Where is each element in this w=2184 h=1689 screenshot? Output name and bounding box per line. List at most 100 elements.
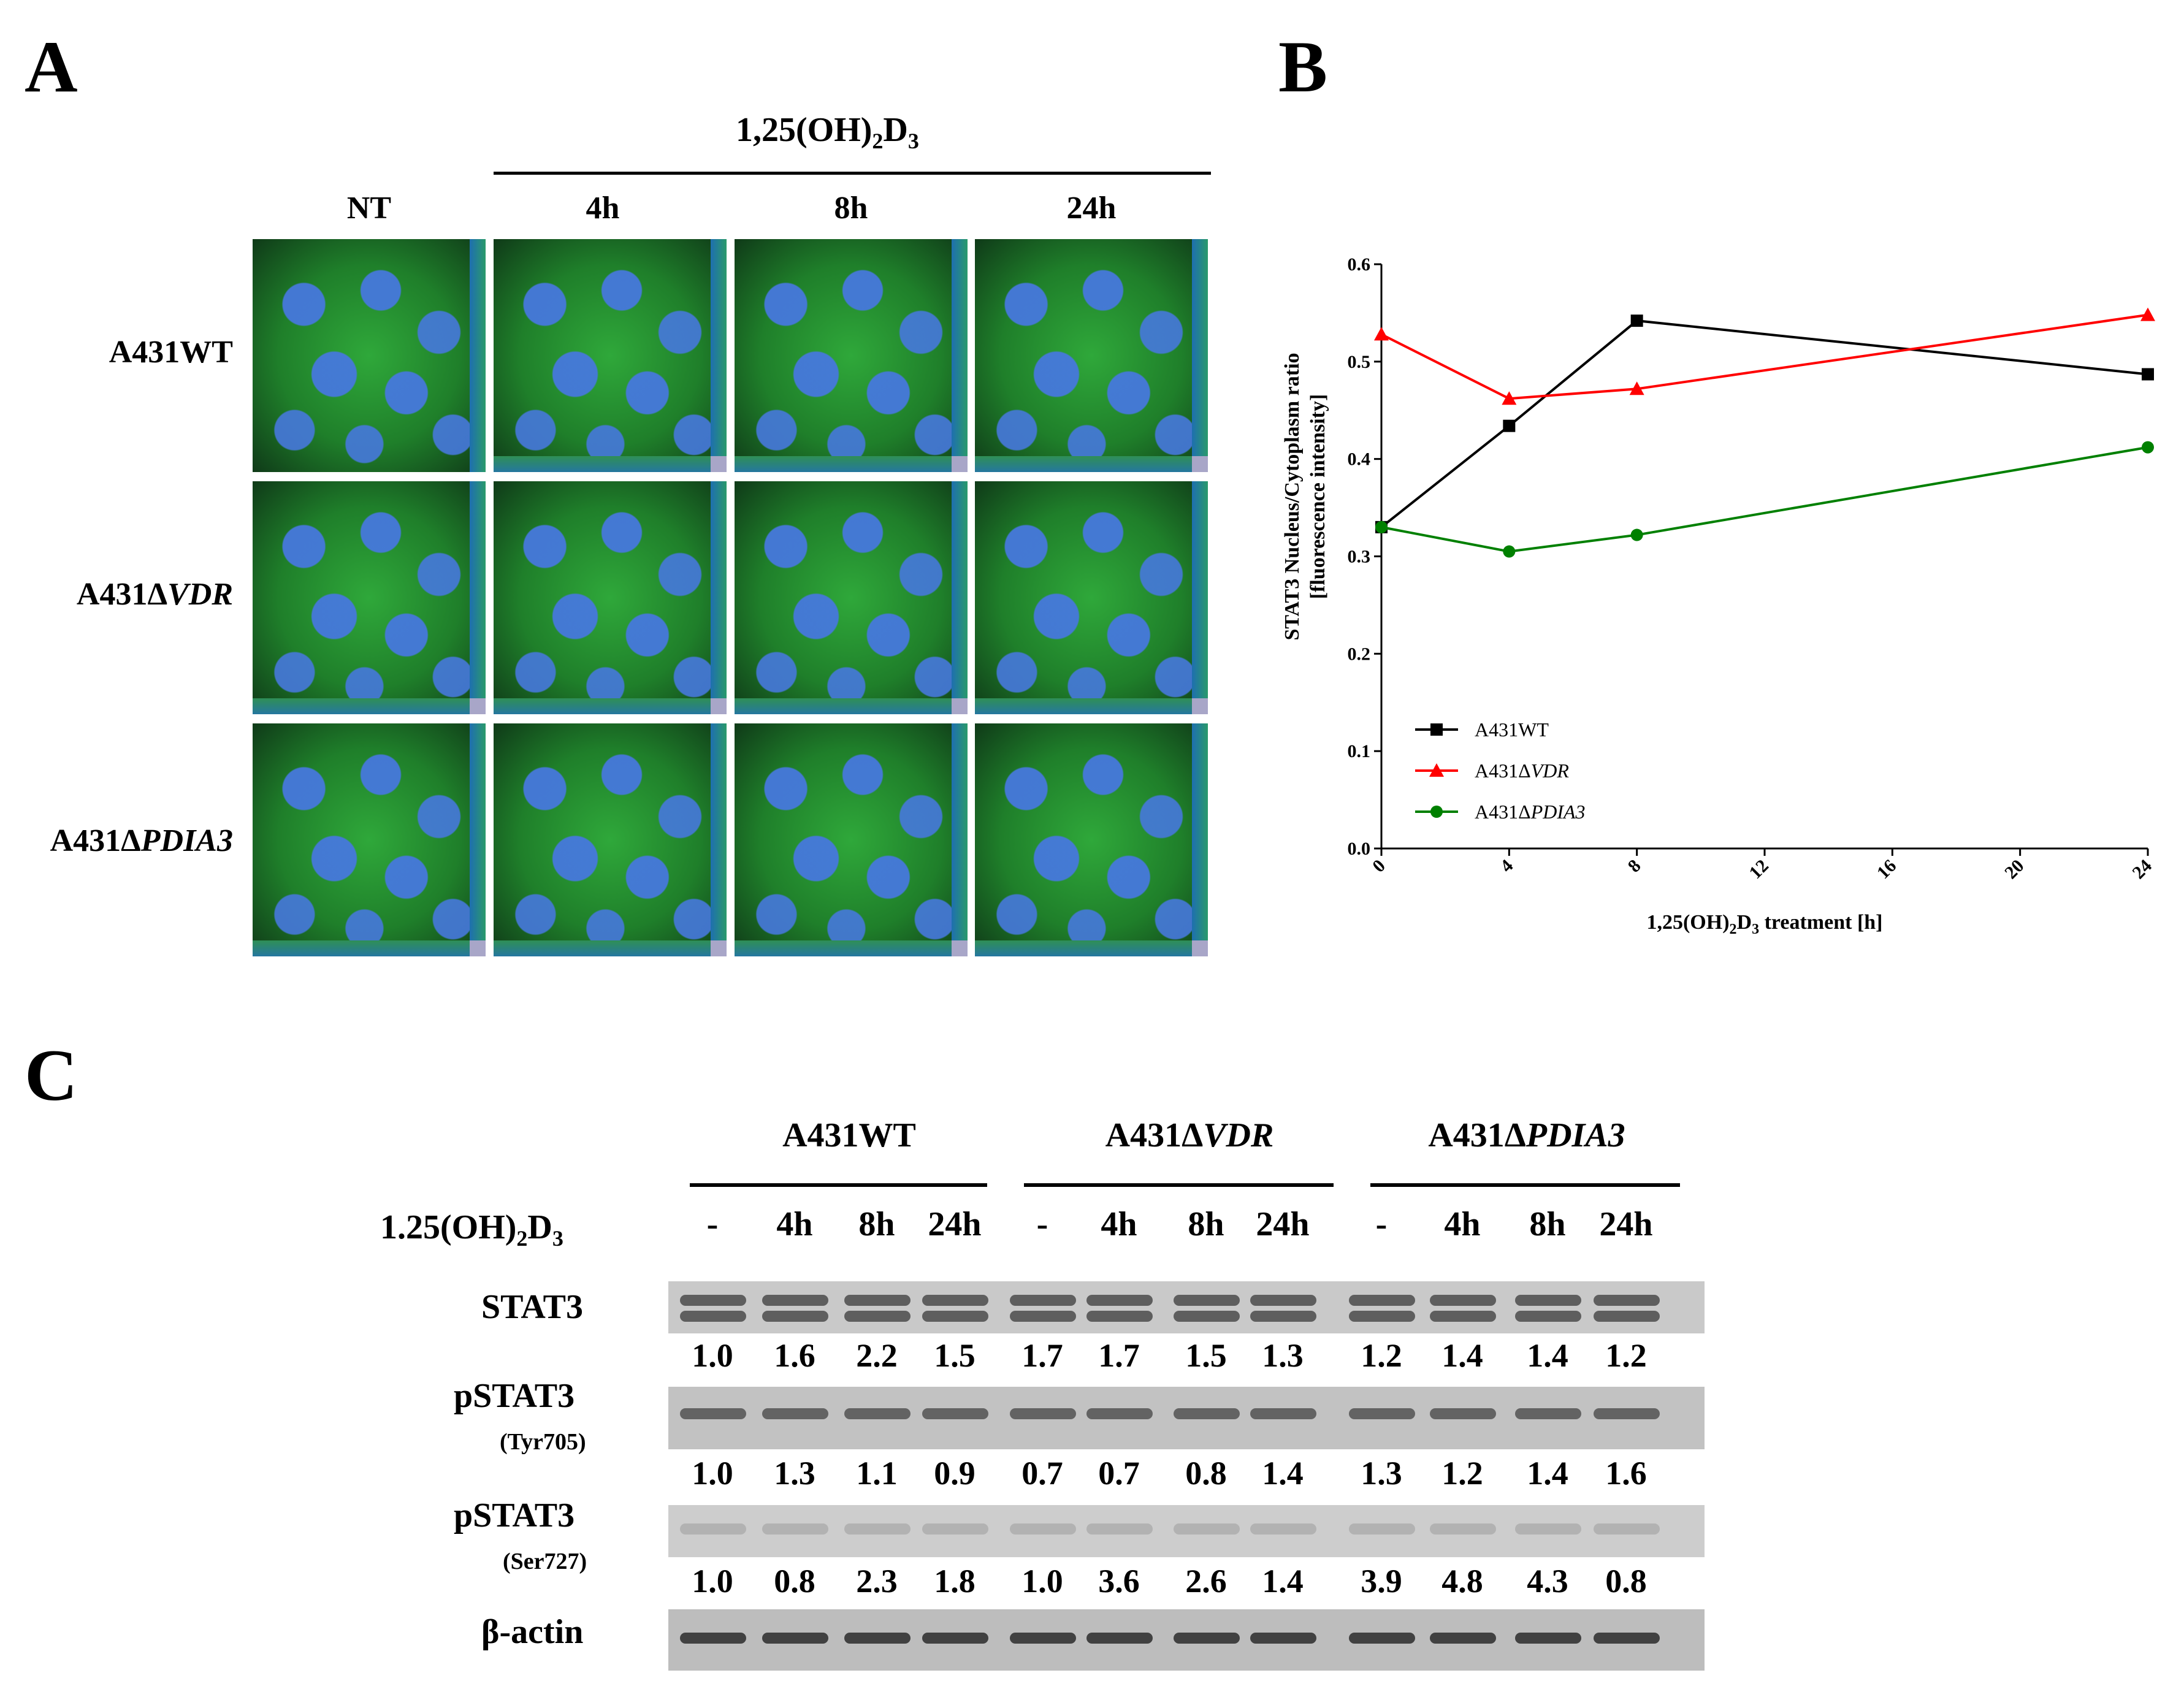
blot-band [1349, 1633, 1415, 1644]
x-axis-label-sub1: 2 [1730, 921, 1737, 937]
wb-treatment-main: 1.25(OH) [380, 1208, 517, 1246]
blot-band [1349, 1408, 1415, 1419]
blot-band [762, 1633, 828, 1644]
blot-label-pstat3-ser: pSTAT3 [454, 1496, 575, 1535]
x-tick-label: 20 [2001, 856, 2028, 883]
data-point-2 [2142, 441, 2154, 454]
series-line-0 [1380, 319, 2148, 528]
legend-label-prefix: A431Δ [1475, 760, 1531, 782]
lane-header: - [706, 1205, 719, 1243]
quant-value: 1.3 [774, 1455, 815, 1492]
data-point-2 [1630, 528, 1643, 541]
micrograph-pdia3-8h [735, 723, 968, 956]
data-point-0 [2142, 368, 2154, 381]
lane-header: 24h [1256, 1205, 1310, 1243]
quant-value: 1.2 [1441, 1455, 1483, 1492]
micrograph-vdr-4h [494, 481, 727, 714]
y-tick-label: 0.6 [1348, 254, 1371, 275]
blot-label-pstat3-tyr: pSTAT3 [454, 1377, 575, 1415]
blot-band [922, 1633, 988, 1644]
panel-c-letter: C [25, 1034, 78, 1116]
quant-value: 0.8 [774, 1563, 815, 1599]
quant-value: 1.4 [1527, 1337, 1568, 1374]
lane-header: 8h [1529, 1205, 1566, 1243]
blot-band [1594, 1523, 1660, 1535]
blot-band [1010, 1295, 1076, 1306]
quant-value: 1.7 [1098, 1337, 1140, 1374]
quant-value: 1.0 [692, 1563, 733, 1599]
blot-band [844, 1295, 911, 1306]
blot-band [1010, 1408, 1076, 1419]
blot-band [1349, 1295, 1415, 1306]
micrograph-vdr-8h [735, 481, 968, 714]
blot-band [1010, 1633, 1076, 1644]
row-label-italic: VDR [167, 577, 233, 612]
blot-band [680, 1295, 746, 1306]
x-axis-label-mid: D [1737, 911, 1752, 934]
quant-value: 3.6 [1098, 1563, 1140, 1599]
quant-value: 1.5 [934, 1337, 976, 1374]
series-line-1 [1381, 313, 2148, 400]
blot-band [762, 1523, 828, 1535]
lane-header: 24h [928, 1205, 982, 1243]
blot-band [762, 1408, 828, 1419]
blot-band [1250, 1408, 1316, 1419]
quant-value: 0.7 [1098, 1455, 1140, 1492]
blot-band [844, 1311, 911, 1322]
micrograph-wt-8h [735, 239, 968, 472]
y-tick-label: 0.5 [1348, 352, 1371, 372]
blot-band [680, 1523, 746, 1535]
group-label-vdr: A431ΔVDR [1030, 1116, 1349, 1155]
quant-value: 1.6 [1605, 1455, 1647, 1492]
blot-band [1594, 1311, 1660, 1322]
data-point-1 [2140, 307, 2155, 321]
group-italic: VDR [1203, 1116, 1274, 1154]
blot-image-stat3 [668, 1281, 1705, 1333]
row-label-prefix: A431Δ [76, 577, 168, 612]
legend-label-2: A431ΔPDIA3 [1475, 801, 1586, 823]
legend-label-prefix: A431Δ [1475, 801, 1531, 823]
legend-label-italic: PDIA3 [1530, 801, 1586, 823]
blot-band [1174, 1523, 1240, 1535]
group-italic: PDIA3 [1525, 1116, 1625, 1154]
micrograph-wt-nt [253, 239, 486, 472]
blot-band [1250, 1311, 1316, 1322]
panel-a-letter: A [25, 26, 78, 107]
quant-value: 2.3 [856, 1563, 898, 1599]
quant-value: 4.8 [1441, 1563, 1483, 1599]
group-prefix: A431Δ [1428, 1116, 1526, 1154]
blot-image-beta-actin [668, 1609, 1705, 1671]
quant-value: 1.5 [1185, 1337, 1227, 1374]
blot-sublabel-tyr705: (Tyr705) [500, 1429, 586, 1455]
blot-band [1430, 1408, 1496, 1419]
quant-value: 2.2 [856, 1337, 898, 1374]
treatment-mid: D [883, 111, 908, 149]
blot-band [1174, 1408, 1240, 1419]
blot-band [1594, 1408, 1660, 1419]
wb-treatment-sub1: 2 [516, 1226, 528, 1251]
micrograph-pdia3-nt [253, 723, 486, 956]
quant-value: 1.4 [1262, 1455, 1304, 1492]
treatment-sub2: 3 [907, 129, 919, 154]
quant-value: 1.2 [1605, 1337, 1647, 1374]
legend-marker-1 [1429, 763, 1444, 777]
blot-band [1086, 1311, 1153, 1322]
blot-band [1430, 1633, 1496, 1644]
blot-band [1010, 1523, 1076, 1535]
group-prefix: A431WT [782, 1116, 916, 1154]
lane-header: 4h [776, 1205, 813, 1243]
blot-band [1430, 1295, 1496, 1306]
row-label-prefix: A431WT [109, 335, 233, 370]
blot-band [1174, 1311, 1240, 1322]
blot-band [1250, 1633, 1316, 1644]
blot-band [1010, 1311, 1076, 1322]
group-rule-pdia3 [1370, 1183, 1680, 1187]
blot-band [680, 1633, 746, 1644]
row-label-vdr: A431ΔVDR [25, 576, 233, 612]
x-tick-label: 24 [2128, 856, 2156, 883]
lane-header: - [1375, 1205, 1388, 1243]
quant-value: 1.4 [1262, 1563, 1304, 1599]
blot-band [1594, 1295, 1660, 1306]
data-point-0 [1630, 315, 1643, 327]
row-label-italic: PDIA3 [140, 823, 233, 858]
